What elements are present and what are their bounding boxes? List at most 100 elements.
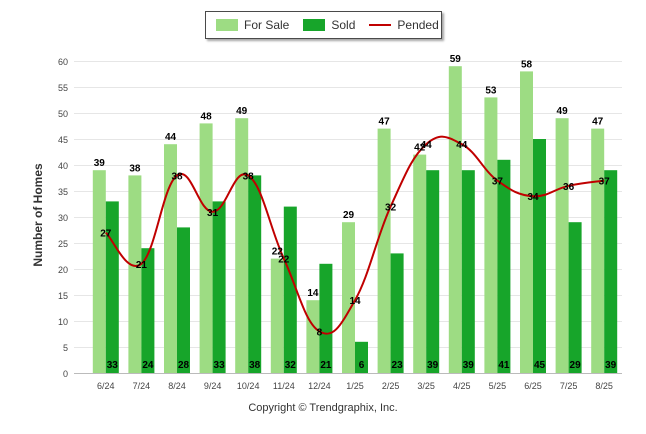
- y-tick-label: 40: [58, 161, 68, 171]
- bar-for-sale: [555, 118, 569, 373]
- bar-for-sale: [413, 154, 427, 373]
- x-tick-label: 11/24: [273, 381, 295, 391]
- bar-for-sale: [484, 97, 498, 374]
- data-label-for-sale: 14: [307, 288, 319, 299]
- data-label-for-sale: 53: [485, 85, 497, 96]
- data-label-for-sale: 38: [129, 163, 141, 174]
- data-label-pended: 38: [243, 171, 255, 182]
- data-label-pended: 34: [527, 192, 539, 203]
- bar-for-sale: [92, 170, 106, 373]
- data-label-pended: 37: [492, 177, 504, 188]
- data-label-for-sale: 47: [379, 117, 391, 128]
- data-label-for-sale: 42: [414, 143, 426, 154]
- bar-for-sale: [306, 300, 320, 373]
- data-label-for-sale: 29: [343, 210, 355, 221]
- data-label-sold: 32: [285, 360, 297, 371]
- x-tick-label: 9/24: [204, 381, 222, 391]
- bar-sold: [604, 170, 618, 373]
- data-label-sold: 21: [320, 360, 332, 371]
- data-label-sold: 29: [570, 360, 582, 371]
- legend-swatch-sold: [303, 19, 326, 31]
- y-tick-label: 55: [58, 83, 68, 93]
- x-tick-label: 4/25: [453, 381, 471, 391]
- data-label-for-sale: 58: [521, 59, 533, 70]
- data-label-for-sale: 39: [94, 158, 106, 169]
- y-tick-label: 10: [58, 317, 68, 327]
- data-label-sold: 38: [249, 360, 261, 371]
- bar-sold: [105, 201, 119, 373]
- data-label-sold: 45: [534, 360, 546, 371]
- data-label-sold: 41: [498, 360, 510, 371]
- y-tick-label: 60: [58, 57, 68, 67]
- x-tick-label: 12/24: [308, 381, 331, 391]
- data-label-sold: 24: [142, 360, 154, 371]
- bar-sold: [141, 248, 155, 373]
- bar-for-sale: [235, 118, 249, 373]
- y-tick-label: 45: [58, 135, 68, 145]
- data-label-pended: 21: [136, 260, 148, 271]
- x-tick-label: 2/25: [382, 381, 400, 391]
- data-label-sold: 33: [107, 360, 119, 371]
- data-label-pended: 22: [278, 255, 290, 266]
- legend-swatch-for-sale: [216, 19, 238, 31]
- bar-for-sale: [128, 175, 142, 373]
- data-label-for-sale: 47: [592, 117, 604, 128]
- data-label-pended: 36: [563, 182, 575, 193]
- bar-for-sale: [342, 222, 355, 373]
- y-tick-label: 35: [58, 187, 68, 197]
- x-tick-label: 3/25: [417, 381, 435, 391]
- data-label-pended: 8: [317, 327, 323, 338]
- data-label-pended: 44: [421, 140, 433, 151]
- legend-item-for-sale[interactable]: For Sale: [216, 18, 289, 32]
- legend-item-sold[interactable]: Sold: [303, 18, 355, 32]
- bar-sold: [497, 159, 511, 373]
- x-tick-label: 1/25: [346, 381, 364, 391]
- bar-for-sale: [199, 123, 213, 374]
- legend-item-pended[interactable]: Pended: [369, 18, 439, 32]
- bar-sold: [212, 201, 226, 373]
- bar-for-sale: [377, 128, 391, 373]
- data-label-sold: 33: [214, 360, 226, 371]
- bar-for-sale: [520, 71, 533, 374]
- data-label-pended: 27: [100, 229, 112, 240]
- data-label-sold: 23: [392, 360, 404, 371]
- data-label-sold: 28: [178, 360, 190, 371]
- x-tick-label: 6/24: [97, 381, 115, 391]
- bar-for-sale: [270, 258, 284, 373]
- y-tick-label: 15: [58, 291, 68, 301]
- y-tick-label: 5: [63, 343, 68, 353]
- bar-sold: [533, 139, 546, 373]
- bar-sold: [177, 227, 190, 373]
- bar-for-sale: [448, 66, 462, 373]
- x-tick-label: 7/25: [560, 381, 578, 391]
- line-pended: [105, 135, 605, 335]
- data-label-for-sale: 59: [450, 54, 462, 65]
- bar-sold: [461, 170, 475, 373]
- copyright-text: Copyright © Trendgraphix, Inc.: [248, 402, 398, 414]
- x-tick-label: 6/25: [524, 381, 542, 391]
- data-label-for-sale: 44: [165, 132, 177, 143]
- data-label-pended: 14: [349, 296, 361, 307]
- data-label-pended: 31: [207, 208, 219, 219]
- x-tick-label: 5/25: [489, 381, 507, 391]
- legend-label-pended: Pended: [397, 18, 439, 32]
- data-label-sold: 39: [427, 360, 439, 371]
- data-label-pended: 37: [599, 177, 611, 188]
- y-tick-label: 0: [63, 369, 68, 379]
- data-label-sold: 6: [359, 360, 365, 371]
- x-tick-label: 8/24: [168, 381, 186, 391]
- data-label-for-sale: 48: [201, 111, 213, 122]
- bar-for-sale: [164, 144, 177, 373]
- chart-legend: For Sale Sold Pended: [205, 11, 442, 39]
- data-label-sold: 39: [463, 360, 475, 371]
- data-label-pended: 38: [171, 171, 183, 182]
- data-label-for-sale: 22: [272, 247, 284, 258]
- y-tick-label: 30: [58, 213, 68, 223]
- bar-sold: [319, 263, 333, 373]
- data-label-sold: 39: [605, 360, 617, 371]
- legend-label-sold: Sold: [331, 18, 356, 32]
- y-tick-label: 25: [58, 239, 68, 249]
- data-label-for-sale: 49: [236, 106, 248, 117]
- bar-sold: [283, 206, 297, 373]
